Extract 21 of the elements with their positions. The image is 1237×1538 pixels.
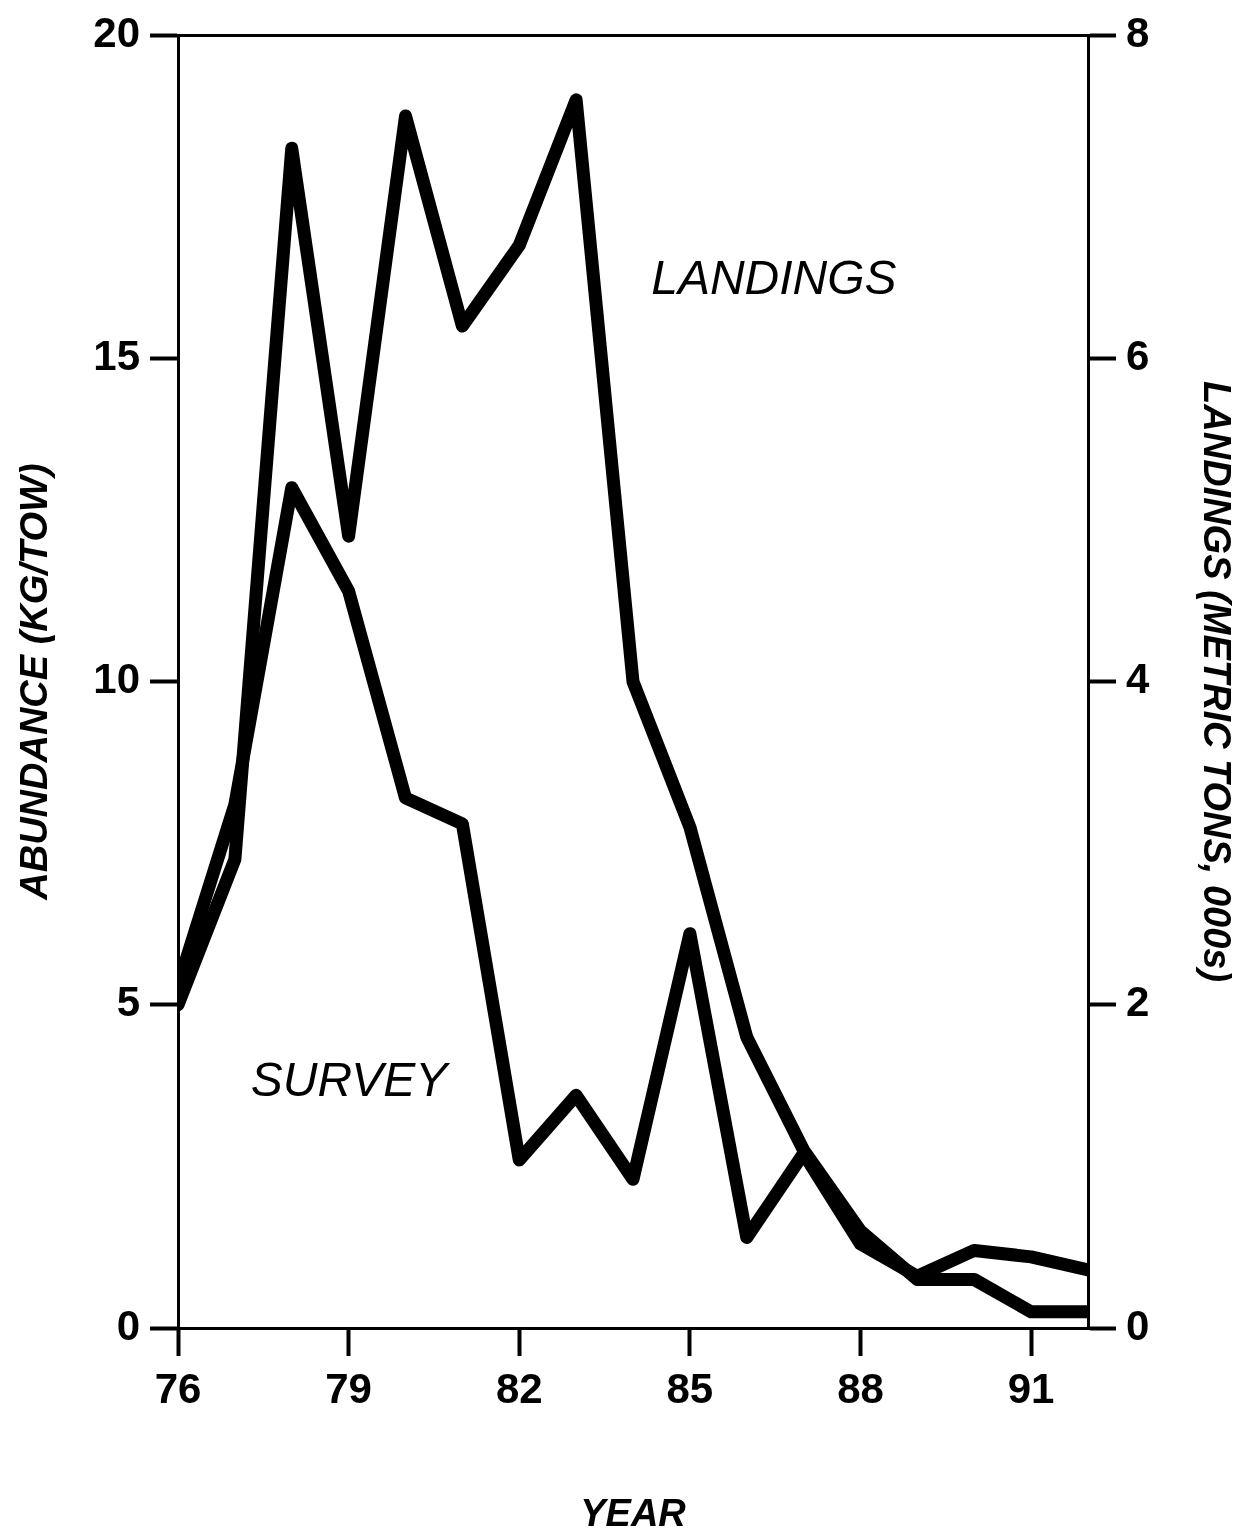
y-tick-label: 15 <box>93 331 140 379</box>
y2-tick-label: 8 <box>1126 8 1150 56</box>
x-tick-label: 85 <box>666 1364 714 1412</box>
y2-axis-title: LANDINGS (METRIC TONS, 000s) <box>1195 381 1237 983</box>
x-tick-label: 76 <box>154 1364 202 1412</box>
y2-tick-label: 6 <box>1126 331 1150 379</box>
x-axis-title: YEAR <box>580 1491 687 1534</box>
x-tick-label: 82 <box>495 1364 543 1412</box>
y-axis-title: ABUNDANCE (KG/TOW) <box>13 463 56 901</box>
x-tick-label: 91 <box>1007 1364 1055 1412</box>
y-tick-label: 5 <box>116 978 140 1026</box>
y-tick-label: 0 <box>116 1301 140 1349</box>
x-tick-label: 88 <box>837 1364 884 1412</box>
y2-tick-label: 4 <box>1126 655 1150 703</box>
y-tick-label: 20 <box>93 8 140 56</box>
series-label: LANDINGS <box>651 251 897 305</box>
series-label: SURVEY <box>250 1052 451 1106</box>
y2-tick-label: 2 <box>1126 978 1150 1026</box>
y-tick-label: 10 <box>93 655 140 703</box>
x-tick-label: 79 <box>325 1364 372 1412</box>
y2-tick-label: 0 <box>1126 1301 1150 1349</box>
